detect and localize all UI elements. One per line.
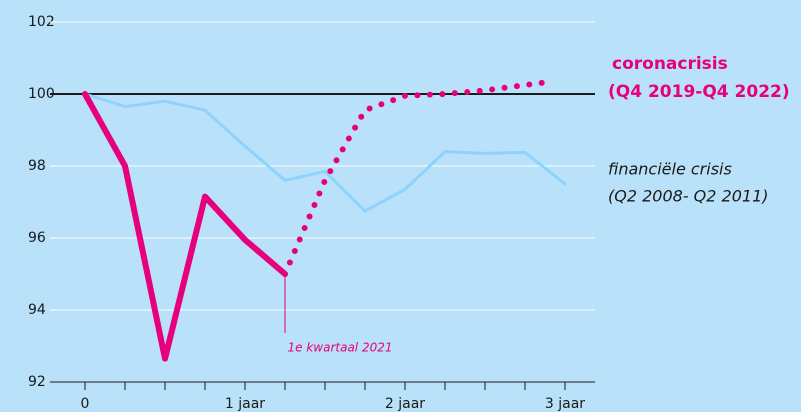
x-tick-label: 1 jaar [225,396,265,412]
y-tick-label: 100 [28,86,55,102]
legend-label: (Q2 2008- Q2 2011) [608,187,769,206]
line-series [83,92,567,213]
y-tick-label: 98 [28,158,46,174]
annotation: 1e kwartaal 2021 [288,341,393,355]
legend-label: (Q4 2019-Q4 2022) [608,82,790,102]
projection-line [282,78,556,277]
x-tick-label: 0 [81,396,90,412]
legend-label: coronacrisis [612,54,728,74]
y-tick-label: 96 [28,230,46,246]
y-tick-label: 92 [28,374,46,390]
line-series [82,91,288,362]
legend-label: financiële crisis [608,160,732,179]
x-tick-label: 2 jaar [385,396,425,412]
x-tick-label: 3 jaar [545,396,585,412]
y-tick-label: 102 [28,14,55,30]
y-tick-label: 94 [28,302,46,318]
